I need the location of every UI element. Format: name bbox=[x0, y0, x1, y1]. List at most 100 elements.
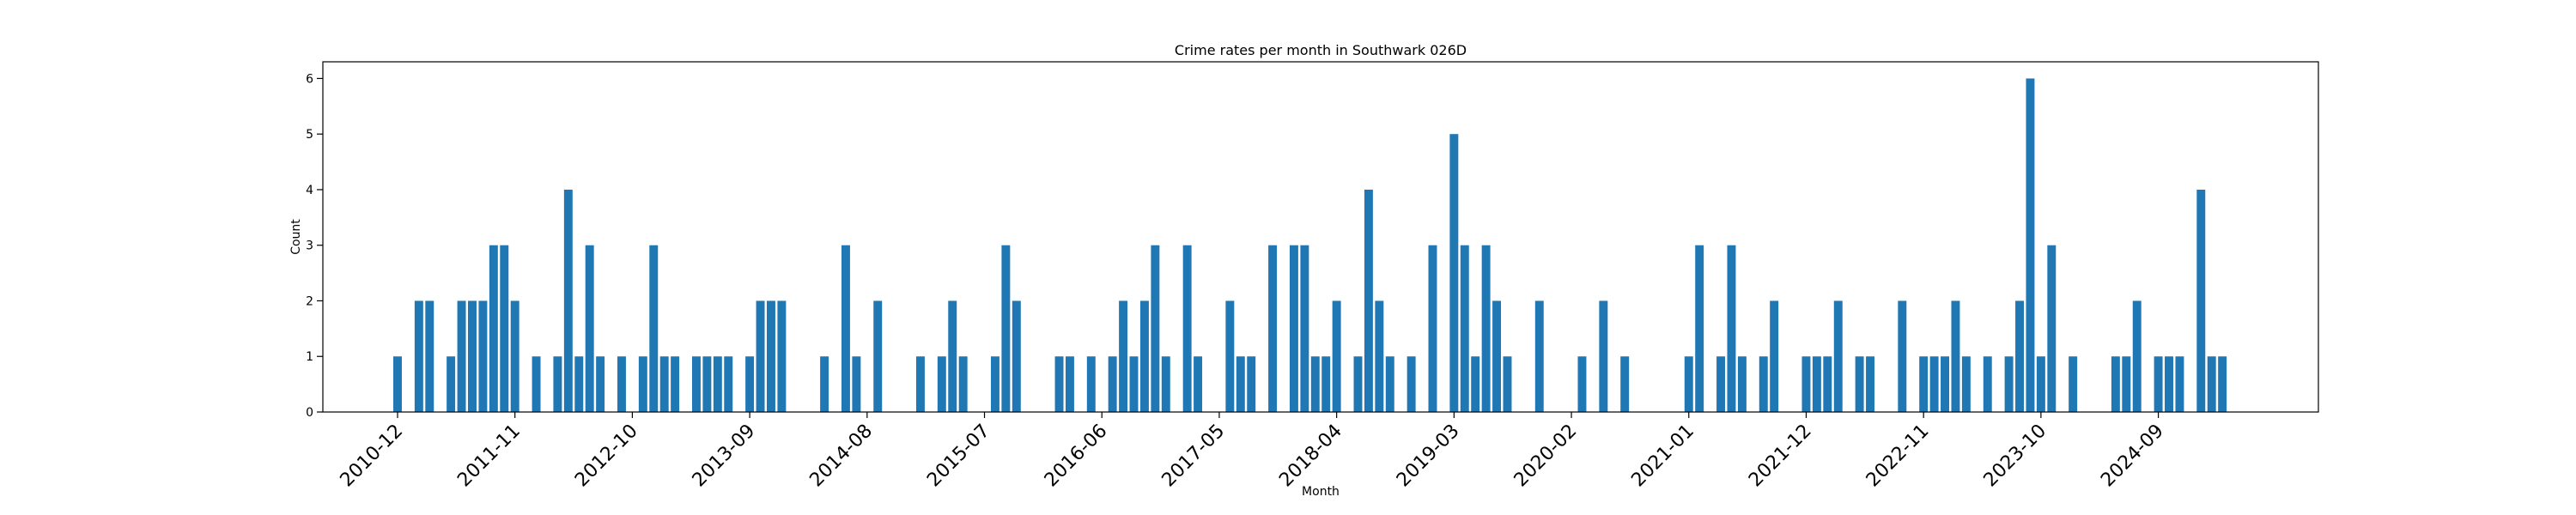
bar-2012-11 bbox=[638, 356, 647, 412]
bar-2013-11 bbox=[767, 300, 775, 412]
x-tick-label: 2020-02 bbox=[1510, 421, 1582, 492]
bar-2013-02 bbox=[671, 356, 680, 412]
bar-2022-09 bbox=[1898, 300, 1907, 412]
x-tick-label: 2022-11 bbox=[1862, 421, 1934, 492]
bar-2022-03 bbox=[1833, 300, 1843, 412]
x-tick-label: 2017-05 bbox=[1158, 421, 1230, 492]
bar-2024-09 bbox=[2154, 356, 2163, 412]
bar-2011-05 bbox=[447, 356, 456, 412]
y-tick-label: 4 bbox=[306, 184, 313, 197]
bar-2023-03 bbox=[1961, 356, 1971, 412]
bar-2013-05 bbox=[702, 356, 712, 412]
y-tick-label: 1 bbox=[306, 350, 313, 364]
bar-2022-11 bbox=[1919, 356, 1929, 412]
bar-2024-07 bbox=[2132, 300, 2142, 412]
plot-frame bbox=[322, 61, 2319, 413]
bar-2023-01 bbox=[1941, 356, 1949, 412]
bar-2016-12 bbox=[1161, 356, 1170, 412]
y-tick-label: 6 bbox=[306, 72, 313, 86]
bar-2018-09 bbox=[1385, 356, 1394, 412]
bar-2021-09 bbox=[1770, 300, 1779, 412]
bar-2011-08 bbox=[478, 300, 488, 412]
bar-2023-07 bbox=[2004, 356, 2014, 412]
bar-2019-11 bbox=[1534, 300, 1544, 412]
bar-2025-02 bbox=[2207, 356, 2216, 412]
bar-2018-11 bbox=[1406, 356, 1416, 412]
bar-2012-09 bbox=[617, 356, 626, 412]
bar-2019-07 bbox=[1492, 300, 1502, 412]
bar-2015-03 bbox=[937, 356, 946, 412]
bar-2018-06 bbox=[1353, 356, 1363, 412]
bar-2024-01 bbox=[2069, 356, 2078, 412]
bar-2011-06 bbox=[457, 300, 466, 412]
y-axis-label: Count bbox=[289, 219, 303, 255]
bar-2012-05 bbox=[574, 356, 584, 412]
bar-2013-12 bbox=[777, 300, 787, 412]
bar-2020-03 bbox=[1577, 356, 1587, 412]
x-axis: 2010-12 2011-11 2012-10 2013-09 2014-08 2015-… bbox=[337, 412, 2168, 491]
bar-2023-08 bbox=[2015, 300, 2024, 412]
bar-2018-02 bbox=[1310, 356, 1320, 412]
bar-2021-06 bbox=[1737, 356, 1747, 412]
bar-2017-06 bbox=[1225, 300, 1235, 412]
bar-2013-07 bbox=[724, 356, 733, 412]
bar-2023-11 bbox=[2047, 245, 2057, 412]
bar-2015-04 bbox=[948, 300, 957, 412]
bar-2021-01 bbox=[1684, 356, 1693, 412]
bar-2014-04 bbox=[820, 356, 829, 412]
bar-2024-06 bbox=[2122, 356, 2131, 412]
bar-2022-01 bbox=[1812, 356, 1821, 412]
bar-2021-04 bbox=[1716, 356, 1726, 412]
bar-2013-10 bbox=[756, 300, 765, 412]
bar-2022-02 bbox=[1823, 356, 1832, 412]
bar-2016-07 bbox=[1108, 356, 1117, 412]
bar-2011-07 bbox=[468, 300, 477, 412]
bar-2016-11 bbox=[1151, 245, 1160, 412]
bar-2013-04 bbox=[692, 356, 701, 412]
x-tick-label: 2021-01 bbox=[1627, 421, 1698, 492]
bar-2012-07 bbox=[596, 356, 605, 412]
bar-2019-03 bbox=[1449, 134, 1459, 412]
x-tick-label: 2023-10 bbox=[1980, 421, 2051, 492]
bar-2023-02 bbox=[1951, 300, 1960, 412]
y-tick-label: 5 bbox=[306, 128, 313, 142]
bar-2021-02 bbox=[1695, 245, 1704, 412]
bar-2020-05 bbox=[1599, 300, 1608, 412]
bar-2021-12 bbox=[1801, 356, 1811, 412]
x-tick-label: 2021-12 bbox=[1745, 421, 1816, 492]
bar-2014-07 bbox=[852, 356, 861, 412]
y-tick-label: 0 bbox=[306, 406, 313, 420]
bar-2016-03 bbox=[1065, 356, 1074, 412]
bar-2019-08 bbox=[1503, 356, 1512, 412]
chart-title: Crime rates per month in Southwark 026D bbox=[1175, 42, 1467, 58]
bars-group bbox=[393, 78, 2227, 413]
bar-2023-05 bbox=[1983, 356, 1992, 412]
bar-2018-08 bbox=[1375, 300, 1384, 412]
bar-2018-07 bbox=[1364, 189, 1373, 412]
bar-2022-12 bbox=[1929, 356, 1939, 412]
bar-2016-02 bbox=[1054, 356, 1064, 412]
bar-2024-05 bbox=[2111, 356, 2120, 412]
bar-2017-07 bbox=[1236, 356, 1245, 412]
bar-2012-12 bbox=[649, 245, 659, 412]
bar-2015-05 bbox=[958, 356, 968, 412]
bar-2021-05 bbox=[1727, 245, 1736, 412]
bar-2017-03 bbox=[1194, 356, 1203, 412]
bar-2012-06 bbox=[585, 245, 594, 412]
bar-2016-08 bbox=[1119, 300, 1128, 412]
bar-2013-09 bbox=[745, 356, 755, 412]
bar-2012-04 bbox=[563, 189, 573, 412]
bar-2016-05 bbox=[1086, 356, 1096, 412]
x-tick-label: 2014-08 bbox=[805, 421, 877, 492]
bar-2021-08 bbox=[1759, 356, 1768, 412]
x-tick-label: 2019-03 bbox=[1393, 421, 1464, 492]
bar-2014-09 bbox=[873, 300, 883, 412]
bar-2017-02 bbox=[1182, 245, 1192, 412]
bar-2012-03 bbox=[553, 356, 562, 412]
x-tick-label: 2016-06 bbox=[1041, 421, 1112, 492]
x-tick-label: 2018-04 bbox=[1275, 421, 1346, 492]
bar-2018-04 bbox=[1332, 300, 1341, 412]
bar-2020-07 bbox=[1620, 356, 1630, 412]
bar-2018-03 bbox=[1321, 356, 1331, 412]
